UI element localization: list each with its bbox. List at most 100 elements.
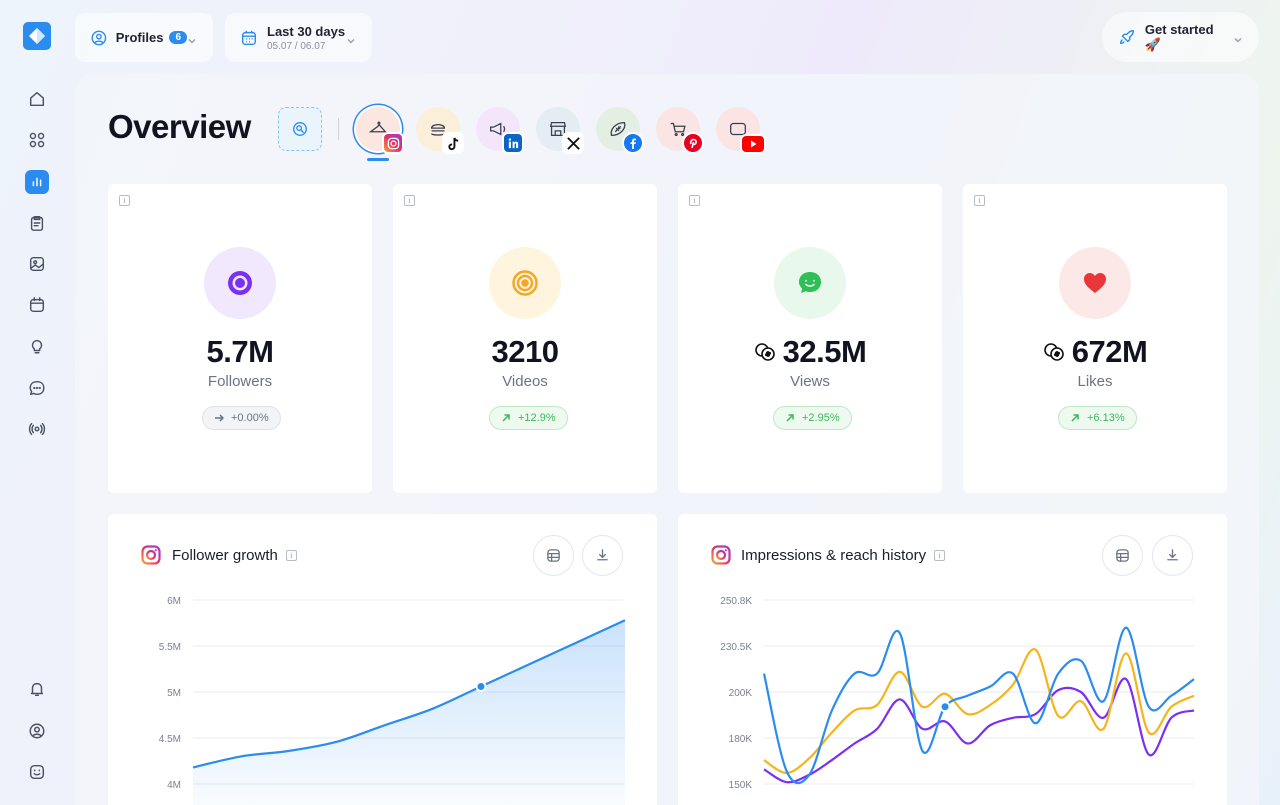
stat-card-followers: i 5.7M Followers +0.00% <box>108 184 372 493</box>
instagram-icon <box>141 545 161 565</box>
stat-card-videos: i 3210 Videos +12.9% <box>393 184 657 493</box>
stat-value: 3210 <box>491 334 559 369</box>
info-icon[interactable]: i <box>119 195 130 206</box>
sidebar-item-messages[interactable] <box>25 376 49 400</box>
active-account-indicator <box>367 158 389 161</box>
facebook-icon <box>622 132 644 154</box>
date-range-picker[interactable]: Last 30 days 05.07 / 06.07 <box>225 13 372 62</box>
info-icon[interactable]: i <box>404 195 415 206</box>
app-logo[interactable] <box>23 22 51 50</box>
chart-title: Follower growth i <box>172 547 297 564</box>
chat-bubble-icon <box>799 272 821 293</box>
sidebar-item-reports[interactable] <box>25 211 49 235</box>
account-pinterest[interactable] <box>656 107 704 154</box>
table-view-button[interactable] <box>1102 535 1143 576</box>
sidebar-item-ideas[interactable] <box>25 334 49 358</box>
y-tick-label: 150K <box>729 780 753 791</box>
smiley-icon <box>29 764 45 780</box>
chart-title-text: Impressions & reach history <box>741 547 927 564</box>
y-tick-label: 5M <box>167 688 181 699</box>
sidebar-item-broadcast[interactable] <box>25 417 49 441</box>
sidebar-item-account[interactable] <box>25 719 49 743</box>
image-icon <box>29 256 45 272</box>
info-icon[interactable]: i <box>689 195 700 206</box>
heart-icon <box>1084 273 1106 293</box>
account-youtube[interactable] <box>716 107 766 154</box>
chart-title-text: Follower growth <box>172 547 278 564</box>
stat-card-views: i 32.5M Views +2.95% <box>678 184 942 493</box>
download-button[interactable] <box>582 535 623 576</box>
sidebar <box>0 0 74 805</box>
user-circle-icon <box>91 30 107 45</box>
date-range-label: Last 30 days <box>267 23 346 39</box>
user-search-icon <box>293 122 307 136</box>
grid-icon <box>29 132 45 148</box>
broadcast-icon <box>28 422 46 436</box>
account-linkedin[interactable] <box>476 107 524 154</box>
sidebar-item-analytics[interactable] <box>25 170 49 194</box>
y-tick-label: 6M <box>167 596 181 607</box>
coins-icon <box>1043 343 1064 361</box>
area-fill <box>193 620 625 805</box>
account-x[interactable] <box>536 107 584 154</box>
page-title: Overview <box>108 108 251 145</box>
lightbulb-icon <box>31 339 43 354</box>
highlight-point[interactable] <box>939 701 951 713</box>
stat-icon-bg <box>1059 247 1131 319</box>
stat-icon-bg <box>774 247 846 319</box>
change-badge: +12.9% <box>489 406 568 430</box>
chevron-down-icon <box>187 33 197 44</box>
impressions-chart: 250.8K 230.5K 200K 180K 150K <box>720 596 1195 791</box>
bar-chart-icon <box>32 177 42 187</box>
stat-label: Views <box>790 373 830 390</box>
sidebar-item-notifications[interactable] <box>25 677 49 701</box>
stat-value: 32.5M <box>678 334 942 370</box>
stat-value: 672M <box>963 334 1227 370</box>
sidebar-item-apps[interactable] <box>25 128 49 152</box>
download-button[interactable] <box>1152 535 1193 576</box>
sidebar-item-home[interactable] <box>25 87 49 111</box>
change-value: +12.9% <box>518 412 556 424</box>
y-tick-label: 230.5K <box>720 642 752 653</box>
profiles-label: Profiles <box>115 30 164 45</box>
download-icon <box>1167 549 1178 561</box>
info-icon[interactable]: i <box>974 195 985 206</box>
calendar-icon <box>241 30 257 45</box>
football-icon <box>610 121 626 137</box>
get-started-button[interactable]: Get started 🚀 <box>1102 12 1259 62</box>
series-line <box>763 677 1195 784</box>
sidebar-item-media[interactable] <box>25 252 49 276</box>
highlight-point[interactable] <box>475 680 487 692</box>
change-value: +2.95% <box>802 412 840 424</box>
y-tick-label: 5.5M <box>159 642 181 653</box>
table-icon <box>1116 549 1129 562</box>
account-facebook[interactable] <box>596 107 644 154</box>
chevron-down-icon <box>346 33 356 44</box>
divider <box>338 118 339 140</box>
eye-icon <box>228 271 252 295</box>
chat-icon <box>29 380 45 396</box>
date-range-value: 05.07 / 06.07 <box>267 40 326 52</box>
y-tick-label: 4.5M <box>159 734 181 745</box>
clipboard-icon <box>30 215 44 231</box>
sidebar-item-calendar[interactable] <box>25 293 49 317</box>
account-tiktok[interactable] <box>416 107 464 154</box>
sidebar-item-support[interactable] <box>25 760 49 784</box>
arrow-up-right-icon <box>786 414 794 422</box>
info-icon[interactable]: i <box>934 550 946 561</box>
arrow-up-right-icon <box>1071 414 1079 422</box>
bell-icon <box>30 682 44 697</box>
account-instagram[interactable] <box>356 107 404 154</box>
info-icon[interactable]: i <box>285 550 297 561</box>
series-line <box>192 619 626 769</box>
profiles-dropdown[interactable]: Profiles 6 <box>75 13 213 62</box>
table-view-button[interactable] <box>533 535 574 576</box>
y-tick-label: 180K <box>729 734 753 745</box>
stat-icon-bg <box>204 247 276 319</box>
add-profile-button[interactable] <box>278 107 322 151</box>
tiktok-icon <box>442 132 464 154</box>
target-icon <box>512 270 538 296</box>
follower-growth-chart: 6M 5.5M 5M 4.5M 4M <box>159 596 626 805</box>
stat-value: 5.7M <box>206 334 274 369</box>
calendar-icon <box>29 297 45 313</box>
